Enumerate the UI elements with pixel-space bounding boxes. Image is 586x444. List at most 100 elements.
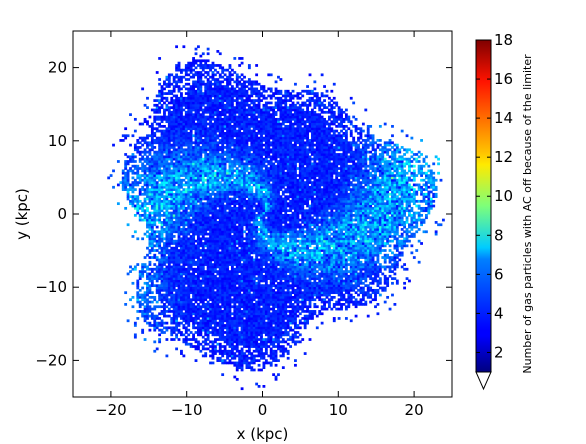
heatmap-cell bbox=[180, 75, 183, 79]
heatmap-cell bbox=[206, 155, 210, 159]
heatmap-cell bbox=[175, 328, 179, 332]
heatmap-cell bbox=[187, 291, 191, 295]
heatmap-cell bbox=[255, 293, 259, 297]
heatmap-cell bbox=[245, 110, 249, 114]
heatmap-cell bbox=[182, 225, 186, 229]
heatmap-cell bbox=[189, 237, 193, 241]
heatmap-cell bbox=[189, 164, 193, 168]
heatmap-cell bbox=[213, 317, 217, 320]
heatmap-cell bbox=[187, 303, 191, 306]
heatmap-cell bbox=[177, 288, 181, 292]
heatmap-cell bbox=[143, 218, 147, 222]
heatmap-cell bbox=[172, 249, 176, 252]
heatmap-cell bbox=[209, 89, 212, 93]
heatmap-cell bbox=[150, 249, 154, 252]
heatmap-cell bbox=[184, 153, 188, 156]
heatmap-cell bbox=[211, 235, 215, 238]
heatmap-cell bbox=[197, 244, 200, 248]
heatmap-cell bbox=[172, 124, 176, 128]
heatmap-cell bbox=[192, 211, 195, 215]
heatmap-cell bbox=[194, 110, 198, 114]
heatmap-cell bbox=[240, 103, 244, 107]
heatmap-cell bbox=[170, 92, 174, 95]
heatmap-cell bbox=[250, 162, 254, 166]
heatmap-cell bbox=[235, 209, 239, 213]
heatmap-cell bbox=[182, 354, 186, 358]
heatmap-cell bbox=[206, 338, 210, 341]
heatmap-cell bbox=[226, 106, 229, 109]
heatmap-cell bbox=[172, 162, 176, 166]
heatmap-cell bbox=[218, 188, 222, 191]
heatmap-cell bbox=[197, 199, 200, 203]
heatmap-cell bbox=[243, 127, 246, 131]
heatmap-cell bbox=[245, 279, 249, 283]
heatmap-cell bbox=[201, 108, 205, 112]
heatmap-cell bbox=[197, 162, 200, 166]
heatmap-cell bbox=[243, 87, 246, 91]
heatmap-cell bbox=[184, 218, 188, 222]
heatmap-cell bbox=[204, 291, 208, 295]
heatmap-cell bbox=[153, 328, 157, 332]
heatmap-cell bbox=[194, 185, 198, 189]
heatmap-cell bbox=[163, 331, 166, 334]
heatmap-cell bbox=[233, 333, 237, 337]
heatmap-cell bbox=[192, 335, 195, 339]
heatmap-cell bbox=[213, 326, 217, 330]
heatmap-cell bbox=[221, 256, 225, 259]
heatmap-cell bbox=[223, 225, 227, 229]
heatmap-cell bbox=[235, 120, 239, 124]
heatmap-cell bbox=[245, 328, 249, 332]
heatmap-cell bbox=[218, 300, 222, 304]
heatmap-cell bbox=[245, 340, 249, 344]
heatmap-cell bbox=[167, 221, 171, 224]
heatmap-cell bbox=[153, 110, 157, 114]
heatmap-cell bbox=[175, 136, 179, 140]
heatmap-cell bbox=[131, 169, 135, 173]
heatmap-cell bbox=[138, 305, 142, 309]
heatmap-cell bbox=[211, 317, 215, 320]
heatmap-cell bbox=[235, 319, 239, 323]
heatmap-cell bbox=[211, 345, 215, 348]
heatmap-cell bbox=[150, 279, 154, 283]
heatmap-cell bbox=[197, 239, 200, 243]
heatmap-cell bbox=[192, 295, 195, 299]
heatmap-cell bbox=[180, 281, 183, 285]
heatmap-cell bbox=[150, 295, 154, 299]
heatmap-cell bbox=[172, 277, 176, 280]
heatmap-cell bbox=[204, 288, 208, 292]
heatmap-cell bbox=[226, 75, 229, 79]
heatmap-cell bbox=[255, 218, 259, 222]
heatmap-cell bbox=[184, 99, 188, 102]
heatmap-cell bbox=[143, 298, 147, 302]
heatmap-cell bbox=[206, 288, 210, 292]
heatmap-cell bbox=[184, 300, 188, 304]
heatmap-cell bbox=[233, 132, 237, 135]
heatmap-cell bbox=[209, 150, 212, 154]
heatmap-cell bbox=[228, 253, 232, 257]
heatmap-cell bbox=[230, 237, 234, 241]
heatmap-cell bbox=[211, 64, 215, 67]
heatmap-cell bbox=[158, 122, 162, 126]
heatmap-cell bbox=[197, 134, 200, 138]
heatmap-cell bbox=[180, 214, 183, 217]
heatmap-cell bbox=[206, 87, 210, 91]
heatmap-cell bbox=[182, 202, 186, 206]
heatmap-cell bbox=[221, 94, 225, 98]
heatmap-cell bbox=[187, 218, 191, 222]
heatmap-cell bbox=[213, 321, 217, 325]
heatmap-cell bbox=[158, 305, 162, 309]
heatmap-cell bbox=[233, 174, 237, 177]
heatmap-cell bbox=[221, 277, 225, 280]
heatmap-cell bbox=[180, 164, 183, 168]
heatmap-cell bbox=[230, 317, 234, 320]
heatmap-cell bbox=[211, 310, 215, 313]
heatmap-cell bbox=[221, 272, 225, 276]
heatmap-cell bbox=[194, 267, 198, 271]
heatmap-cell bbox=[250, 246, 254, 250]
heatmap-cell bbox=[146, 160, 149, 163]
heatmap-cell bbox=[233, 225, 237, 229]
heatmap-cell bbox=[170, 228, 174, 231]
heatmap-cell bbox=[158, 204, 162, 208]
heatmap-cell bbox=[187, 319, 191, 323]
heatmap-cell bbox=[143, 300, 147, 304]
